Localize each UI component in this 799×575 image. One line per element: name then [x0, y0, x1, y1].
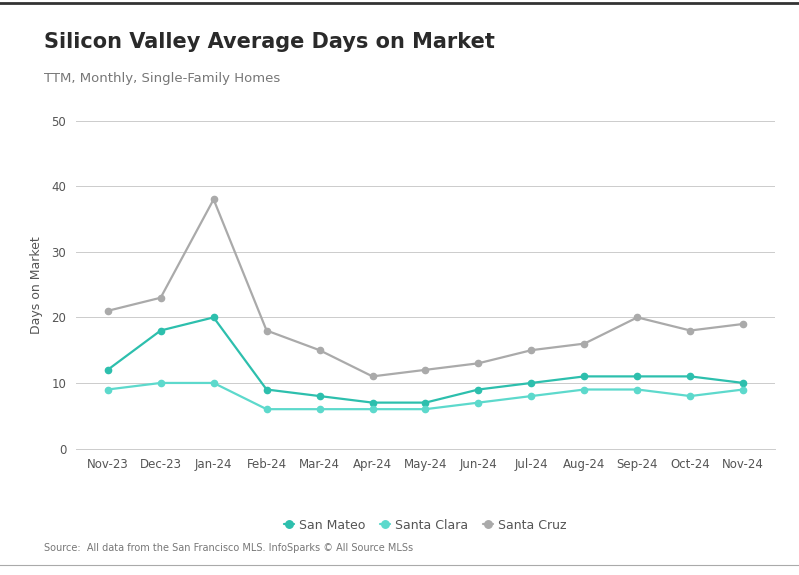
Santa Cruz — [103, 308, 113, 315]
Santa Clara — [315, 406, 324, 413]
San Mateo — [209, 314, 218, 321]
San Mateo — [686, 373, 695, 380]
Santa Clara — [209, 380, 218, 386]
Santa Cruz — [262, 327, 272, 334]
Santa Cruz — [368, 373, 377, 380]
Santa Cruz — [633, 314, 642, 321]
San Mateo — [633, 373, 642, 380]
San Mateo — [156, 327, 165, 334]
Santa Clara — [262, 406, 272, 413]
Santa Cruz — [421, 366, 431, 373]
Line: Santa Clara: Santa Clara — [105, 380, 746, 412]
Santa Clara — [527, 393, 536, 400]
San Mateo — [368, 399, 377, 406]
Santa Clara — [579, 386, 589, 393]
San Mateo — [315, 393, 324, 400]
Santa Clara — [421, 406, 431, 413]
Santa Cruz — [209, 196, 218, 203]
San Mateo — [421, 399, 431, 406]
Santa Cruz — [474, 360, 483, 367]
San Mateo — [474, 386, 483, 393]
San Mateo — [103, 366, 113, 373]
Text: Silicon Valley Average Days on Market: Silicon Valley Average Days on Market — [44, 32, 495, 52]
Santa Clara — [368, 406, 377, 413]
Santa Clara — [738, 386, 748, 393]
Line: San Mateo: San Mateo — [105, 315, 746, 406]
San Mateo — [579, 373, 589, 380]
Y-axis label: Days on Market: Days on Market — [30, 236, 43, 334]
Santa Clara — [103, 386, 113, 393]
Santa Clara — [474, 399, 483, 406]
Santa Clara — [633, 386, 642, 393]
San Mateo — [738, 380, 748, 386]
Santa Cruz — [315, 347, 324, 354]
Legend: San Mateo, Santa Clara, Santa Cruz: San Mateo, Santa Clara, Santa Cruz — [284, 519, 567, 532]
Text: TTM, Monthly, Single-Family Homes: TTM, Monthly, Single-Family Homes — [44, 72, 280, 85]
Santa Cruz — [527, 347, 536, 354]
San Mateo — [262, 386, 272, 393]
San Mateo — [527, 380, 536, 386]
Line: Santa Cruz: Santa Cruz — [105, 196, 746, 380]
Santa Cruz — [686, 327, 695, 334]
Santa Cruz — [579, 340, 589, 347]
Santa Clara — [156, 380, 165, 386]
Text: Source:  All data from the San Francisco MLS. InfoSparks © All Source MLSs: Source: All data from the San Francisco … — [44, 543, 413, 553]
Santa Cruz — [156, 294, 165, 301]
Santa Clara — [686, 393, 695, 400]
Santa Cruz — [738, 320, 748, 327]
